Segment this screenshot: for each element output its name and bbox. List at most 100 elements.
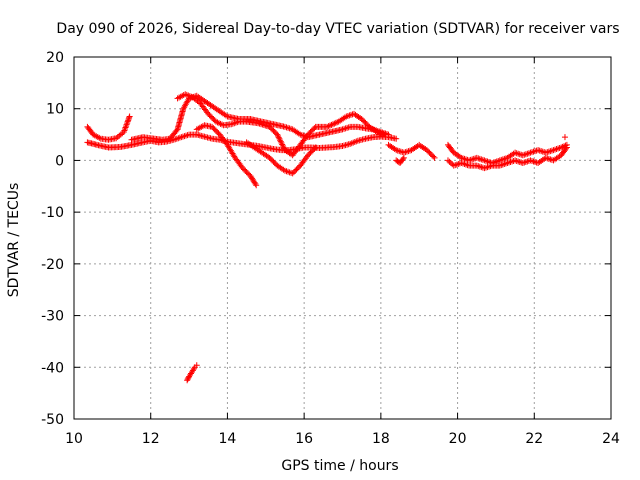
data-point (486, 163, 493, 170)
data-point (487, 163, 494, 170)
data-point (173, 135, 180, 142)
data-point (290, 169, 297, 176)
data-point (294, 165, 301, 172)
data-point (310, 126, 317, 133)
plot-frame (73, 56, 612, 420)
data-point (308, 148, 315, 155)
data-point (545, 148, 552, 155)
data-point (324, 123, 331, 130)
data-point (501, 161, 508, 168)
data-point (206, 112, 213, 119)
data-point (285, 124, 292, 131)
data-point (402, 149, 409, 156)
data-point (121, 127, 128, 134)
data-point (234, 119, 241, 126)
data-point (469, 156, 476, 163)
y-tick-labels: 20 10 0 -10 -20 -30 -40 -50 (41, 50, 64, 428)
data-point (331, 120, 338, 127)
data-point (363, 121, 370, 128)
data-point (210, 116, 217, 123)
data-point (307, 149, 314, 156)
data-point (193, 362, 200, 369)
data-point (530, 148, 537, 155)
data-point (239, 165, 246, 172)
data-point (253, 182, 260, 189)
grid-lines (74, 57, 611, 419)
data-point (270, 158, 277, 165)
data-point (484, 164, 491, 171)
data-point (527, 157, 534, 164)
data-point (521, 151, 528, 158)
data-point (279, 141, 286, 148)
data-point (528, 149, 535, 156)
data-point (269, 126, 276, 133)
data-point (475, 163, 482, 170)
data-point (244, 170, 251, 177)
data-point (558, 144, 565, 151)
y-tick-label: 10 (46, 102, 64, 118)
data-point (269, 157, 276, 164)
data-point (476, 155, 483, 162)
data-point (455, 161, 462, 168)
data-point (425, 148, 432, 155)
data-point (122, 124, 129, 131)
data-point (210, 125, 217, 132)
data-point (278, 140, 285, 147)
data-point (538, 148, 545, 155)
data-point (209, 123, 216, 130)
data-point (362, 119, 369, 126)
data-point (430, 153, 437, 160)
data-point (553, 146, 560, 153)
axis-ticks (73, 56, 612, 420)
data-point (274, 131, 281, 138)
data-point (466, 157, 473, 164)
data-point (562, 145, 569, 152)
data-point (461, 161, 468, 168)
data-point (270, 127, 277, 134)
data-point (359, 117, 366, 124)
data-point (542, 149, 549, 156)
data-point (522, 151, 529, 158)
data-point (121, 126, 128, 133)
data-point (183, 132, 190, 139)
x-tick-labels: 10 12 14 16 18 20 22 24 (65, 431, 620, 447)
data-point (252, 180, 259, 187)
data-point (184, 132, 191, 139)
data-point (524, 150, 531, 157)
data-point (181, 133, 188, 140)
data-point (473, 162, 480, 169)
data-point (550, 147, 557, 154)
data-point (304, 152, 311, 159)
data-point (400, 149, 407, 156)
data-point (512, 157, 519, 164)
data-point (242, 167, 249, 174)
data-point (519, 152, 526, 159)
data-point (381, 131, 388, 138)
data-point (179, 133, 186, 140)
data-point (328, 121, 335, 128)
data-points (84, 91, 570, 384)
data-point (358, 116, 365, 123)
data-point (507, 158, 514, 165)
data-point (306, 130, 313, 137)
data-point (279, 142, 286, 149)
data-point (267, 156, 274, 163)
y-tick-label: -30 (41, 309, 64, 325)
data-point (120, 128, 127, 135)
data-point (361, 118, 368, 125)
data-point (463, 156, 470, 163)
data-point (229, 120, 236, 127)
data-point (515, 158, 522, 165)
data-point (311, 125, 318, 132)
data-point (332, 119, 339, 126)
data-point (515, 150, 522, 157)
data-point (312, 144, 319, 151)
data-point (241, 166, 248, 173)
data-point (499, 161, 506, 168)
data-point (400, 154, 407, 161)
data-point (126, 113, 133, 120)
data-point (123, 123, 130, 130)
y-tick-label: -50 (41, 412, 64, 428)
data-point (524, 158, 531, 165)
y-axis-label: SDTVAR / TECUs (6, 183, 22, 298)
